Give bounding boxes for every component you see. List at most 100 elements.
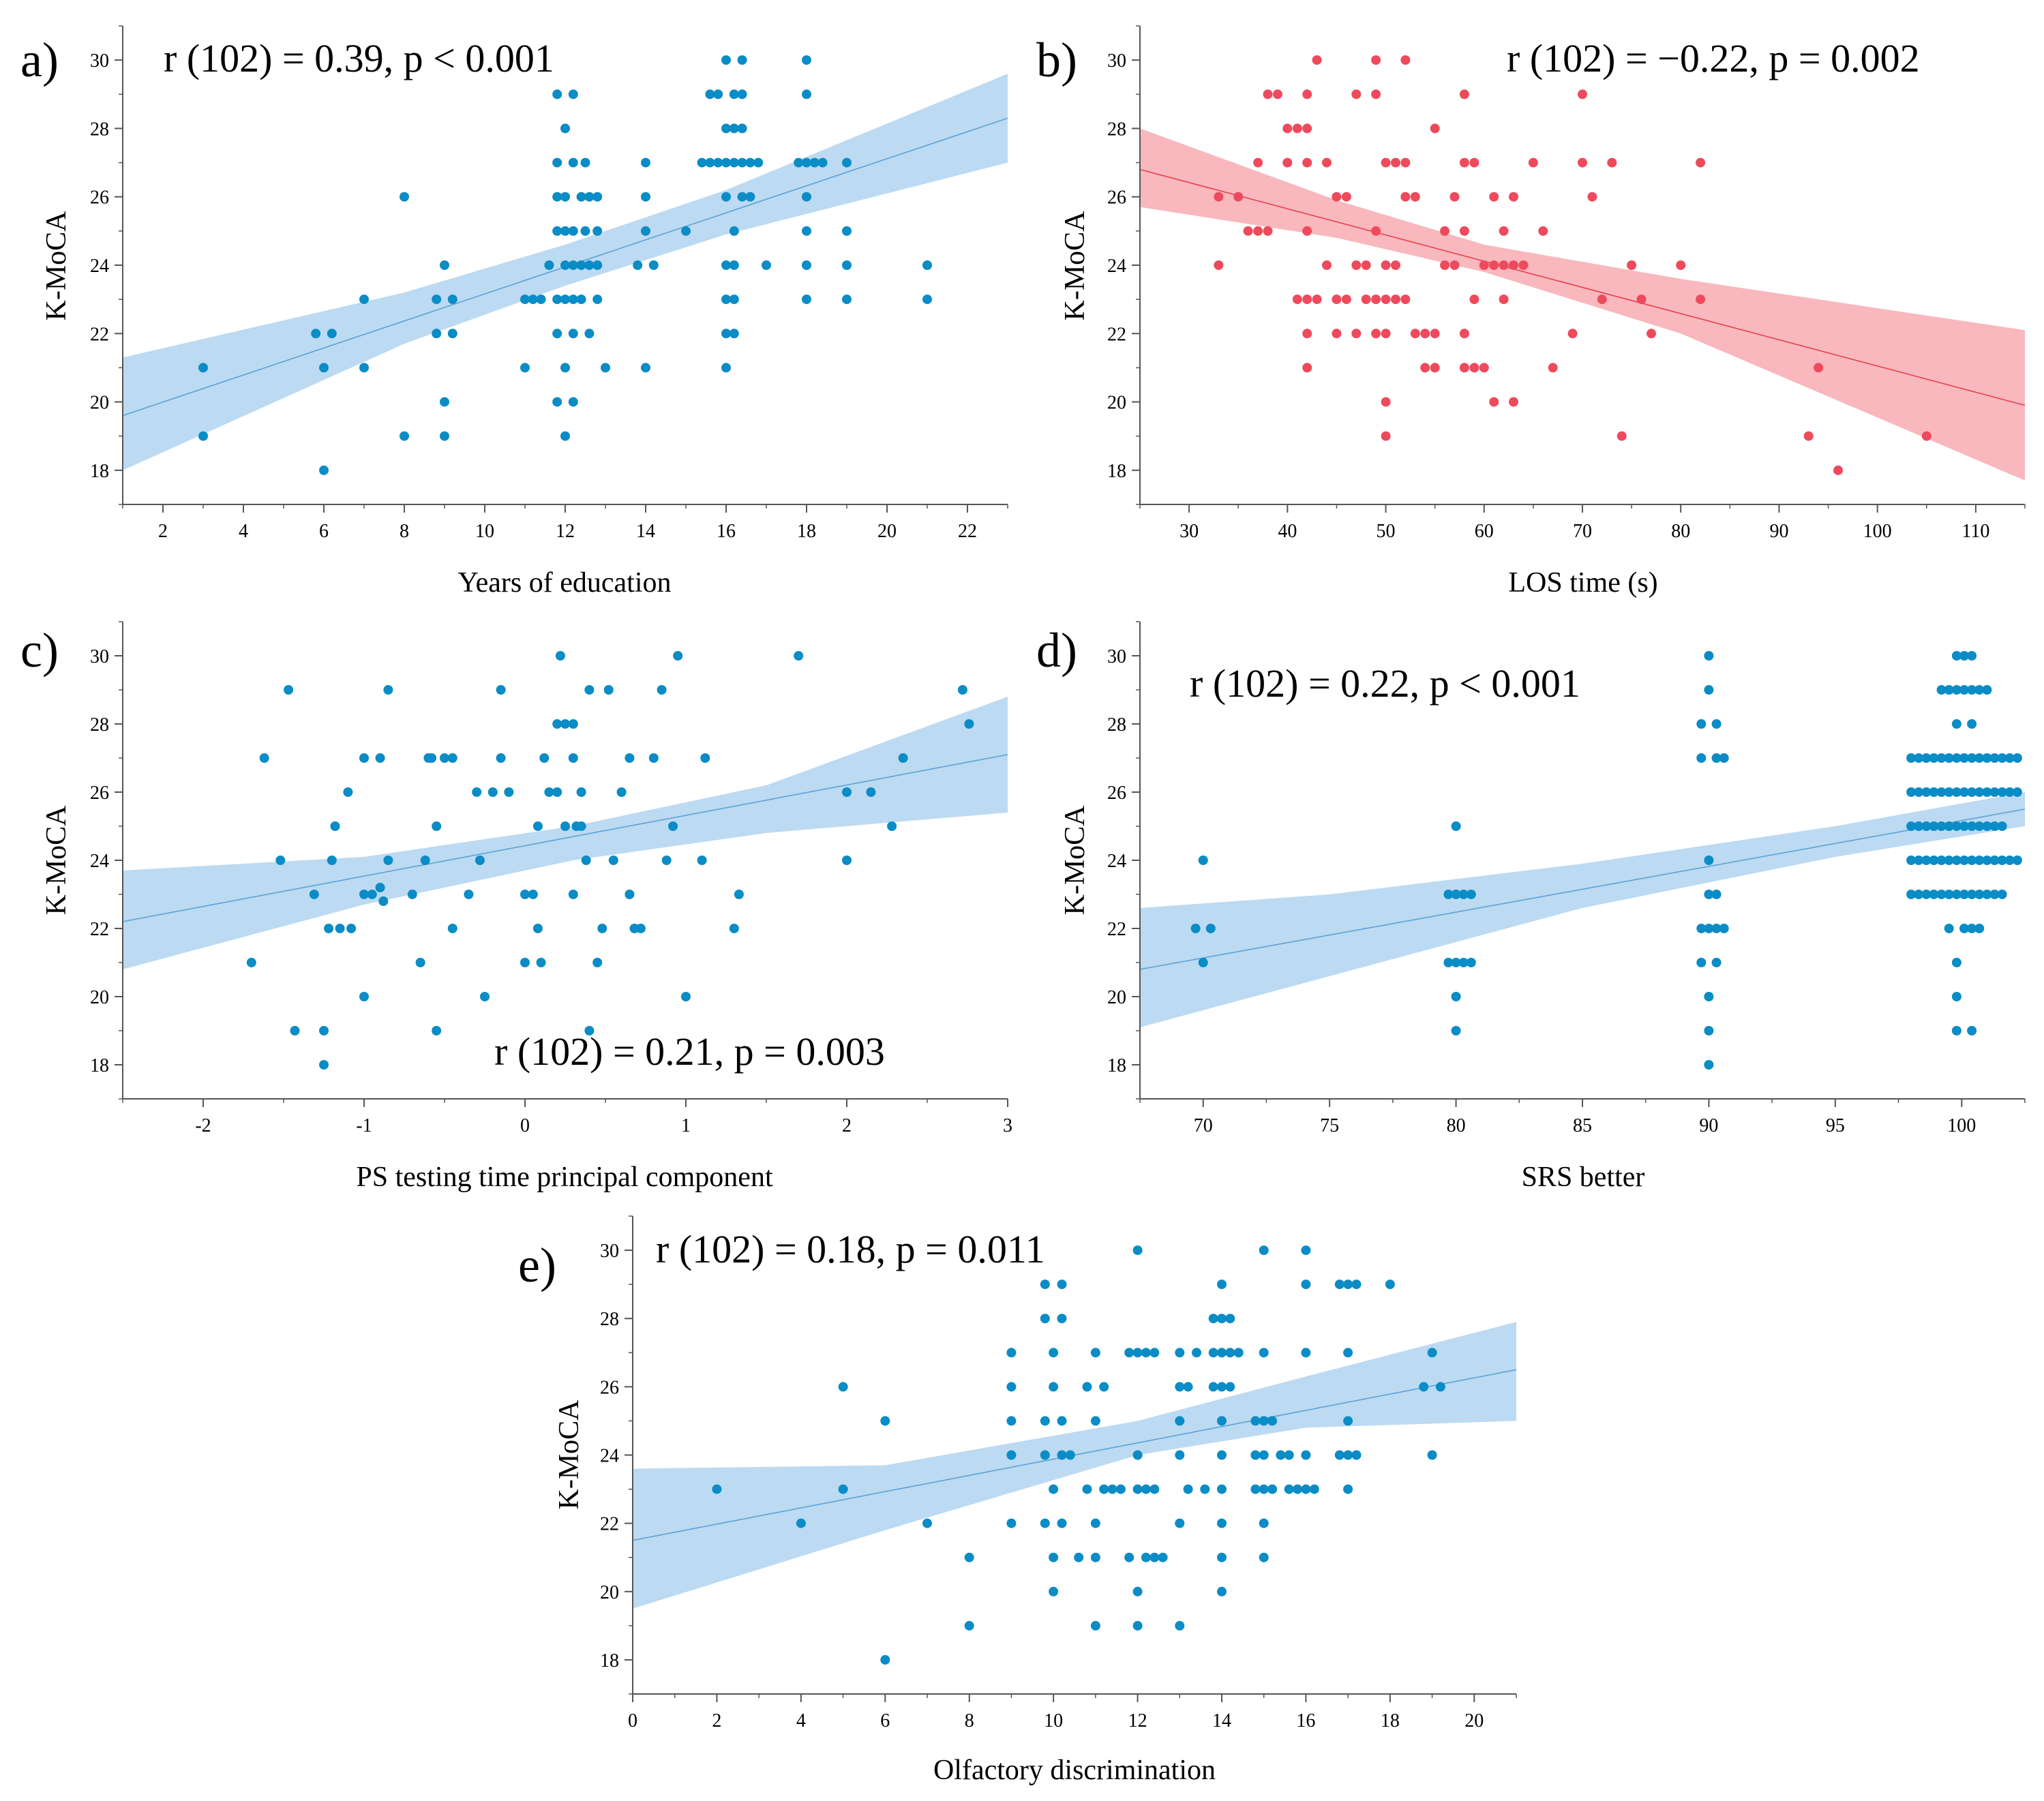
data-point xyxy=(400,192,409,202)
data-point xyxy=(1253,226,1263,236)
data-point xyxy=(1309,1484,1319,1494)
data-point xyxy=(842,157,852,168)
data-point xyxy=(1065,1450,1075,1460)
data-point xyxy=(1997,890,2007,899)
data-point xyxy=(1253,157,1263,168)
y-tick-label: 28 xyxy=(1107,119,1126,140)
data-point xyxy=(1704,856,1714,865)
data-point xyxy=(721,192,731,202)
data-point xyxy=(1090,1416,1100,1426)
data-point xyxy=(729,329,739,339)
data-point xyxy=(1225,1348,1235,1358)
data-point xyxy=(1200,1484,1210,1494)
data-point xyxy=(880,1416,890,1426)
y-tick-label: 30 xyxy=(600,1241,619,1262)
data-point xyxy=(745,157,755,168)
x-tick-label: 100 xyxy=(1947,1115,1976,1136)
data-point xyxy=(1499,294,1509,305)
data-point xyxy=(1997,856,2007,865)
data-point xyxy=(1149,1348,1160,1358)
data-point xyxy=(1538,226,1548,236)
y-tick-label: 22 xyxy=(90,919,109,940)
data-point xyxy=(1997,753,2007,763)
data-point xyxy=(1259,1348,1269,1358)
confidence-band xyxy=(633,1322,1516,1609)
data-point xyxy=(1371,55,1381,65)
panel-label: c) xyxy=(20,623,59,678)
x-tick-label: 50 xyxy=(1377,521,1396,542)
data-point xyxy=(346,924,357,933)
y-tick-label: 24 xyxy=(1107,851,1126,872)
data-point xyxy=(802,260,811,270)
data-point xyxy=(1696,294,1706,305)
data-point xyxy=(657,685,667,695)
data-point xyxy=(697,157,707,168)
data-point xyxy=(1814,363,1824,373)
data-point xyxy=(1435,1382,1445,1392)
data-point xyxy=(1322,260,1332,270)
y-tick-label: 18 xyxy=(90,1055,109,1076)
data-point xyxy=(1696,924,1707,933)
data-point xyxy=(1951,958,1962,967)
x-tick-label: 2 xyxy=(842,1115,852,1136)
y-axis-label: K-MoCA xyxy=(1059,211,1091,321)
confidence-band xyxy=(1140,128,2025,481)
data-point xyxy=(1518,260,1529,270)
data-point xyxy=(440,397,449,407)
data-point xyxy=(1489,192,1499,202)
data-point xyxy=(560,260,570,270)
data-point xyxy=(713,89,723,100)
data-point xyxy=(1951,719,1962,729)
data-point xyxy=(1451,992,1461,1001)
data-point xyxy=(1082,1382,1092,1392)
data-point xyxy=(1049,1552,1059,1562)
x-axis-label: Olfactory discrimination xyxy=(933,1755,1216,1786)
data-point xyxy=(1124,1348,1134,1358)
x-tick-label: 0 xyxy=(628,1710,637,1731)
x-tick-label: 16 xyxy=(1296,1710,1315,1731)
x-tick-label: 8 xyxy=(965,1710,974,1731)
data-point xyxy=(1332,329,1342,339)
data-point xyxy=(330,821,340,831)
data-point xyxy=(1282,123,1293,134)
data-point xyxy=(520,958,530,967)
data-point xyxy=(1217,1382,1227,1392)
x-tick-label: -1 xyxy=(356,1115,372,1136)
data-point xyxy=(584,685,595,695)
data-point xyxy=(447,329,457,339)
data-point xyxy=(1284,1450,1294,1460)
x-tick-label: 2 xyxy=(712,1710,721,1731)
y-axis-label: K-MoCA xyxy=(41,805,72,915)
data-point xyxy=(552,397,562,407)
data-point xyxy=(1332,294,1342,305)
data-point xyxy=(581,856,591,865)
data-point xyxy=(880,1654,890,1665)
data-point xyxy=(1090,1620,1100,1631)
panel-label: a) xyxy=(20,33,59,87)
data-point xyxy=(1099,1484,1109,1494)
data-point xyxy=(1132,1348,1143,1358)
y-tick-label: 20 xyxy=(1107,987,1126,1008)
data-point xyxy=(475,856,485,865)
data-point xyxy=(1989,890,2000,899)
data-point xyxy=(1214,260,1224,270)
regression-line xyxy=(1139,808,2026,970)
data-point xyxy=(1259,1245,1269,1256)
data-point xyxy=(1833,465,1843,475)
data-point xyxy=(568,294,578,305)
data-point xyxy=(1243,226,1253,236)
data-point xyxy=(1711,958,1722,967)
data-point xyxy=(1341,192,1351,202)
x-tick-label: -2 xyxy=(195,1115,211,1136)
data-point xyxy=(592,192,603,202)
data-point xyxy=(1914,753,1924,763)
data-point xyxy=(1959,856,1969,865)
data-point xyxy=(560,123,570,134)
data-point xyxy=(1302,329,1312,339)
data-point xyxy=(568,226,578,236)
data-point xyxy=(1967,719,1977,729)
data-point xyxy=(1567,329,1578,339)
x-tick-label: 12 xyxy=(556,521,575,542)
data-point xyxy=(335,924,345,933)
